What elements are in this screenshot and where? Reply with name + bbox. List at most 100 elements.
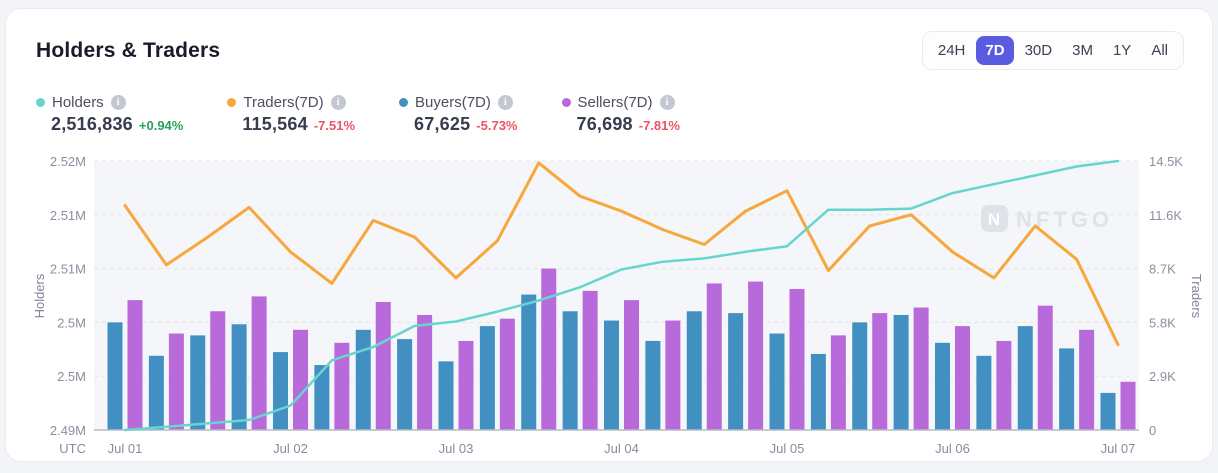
time-range-button-30d[interactable]: 30D <box>1016 36 1062 65</box>
sellers-bar[interactable] <box>499 318 515 430</box>
sellers-bar[interactable] <box>293 329 308 430</box>
buyers-bar[interactable] <box>976 355 992 430</box>
right-axis-tick: 11.6K <box>1149 208 1182 223</box>
buyers-bar[interactable] <box>893 314 909 430</box>
left-axis-tick: 2.51M <box>50 208 86 223</box>
sellers-bar[interactable] <box>251 296 267 430</box>
x-axis-label: Jul 05 <box>770 441 805 456</box>
buyers-bar[interactable] <box>273 352 288 430</box>
legend: Holders i 2,516,836 +0.94% Traders(7D) i 115,5… <box>36 94 680 135</box>
left-axis-tick: 2.5M <box>57 369 86 384</box>
legend-item: Buyers(7D) i 67,625 -5.73% <box>399 94 518 135</box>
buyers-bar[interactable] <box>1059 348 1075 430</box>
buyers-bar[interactable] <box>397 339 413 430</box>
buyers-bar[interactable] <box>604 320 619 430</box>
legend-label: Holders <box>52 94 104 111</box>
time-range-group: 24H 7D 30D 3M 1Y All <box>921 31 1184 70</box>
x-axis-label: Jul 06 <box>935 441 970 456</box>
traders-line[interactable] <box>123 161 1120 347</box>
legend-change: +0.94% <box>138 118 184 133</box>
time-range-button-1y[interactable]: 1Y <box>1104 36 1140 65</box>
right-axis-tick: 2.9K <box>1149 369 1176 384</box>
sellers-bar[interactable] <box>541 268 557 430</box>
buyers-bar[interactable] <box>107 322 123 430</box>
sellers-bar[interactable] <box>955 326 970 430</box>
sellers-bar[interactable] <box>1037 305 1053 430</box>
buyers-bar[interactable] <box>355 329 371 430</box>
legend-change: -5.73% <box>476 118 518 133</box>
sellers-bar[interactable] <box>996 340 1012 430</box>
left-axis-tick: 2.5M <box>57 315 86 330</box>
time-range-button-all[interactable]: All <box>1142 36 1177 65</box>
info-icon[interactable]: i <box>497 95 513 110</box>
sellers-bar[interactable] <box>830 335 846 430</box>
buyers-bar[interactable] <box>645 340 661 430</box>
buyers-bar[interactable] <box>562 311 578 430</box>
legend-label: Buyers(7D) <box>415 94 491 111</box>
holders-line[interactable] <box>123 159 1120 432</box>
holders-traders-chart[interactable]: 2.49M 0 2.5M 2.9K 2.5M 5.8K 2.51M 8.7K 2.51M 11.6… <box>6 149 1214 461</box>
legend-value: 115,564 <box>242 114 308 134</box>
left-axis-title: Holders <box>32 273 47 318</box>
info-icon[interactable]: i <box>110 95 126 110</box>
buyers-bar[interactable] <box>479 326 495 430</box>
utc-label: UTC <box>59 441 86 456</box>
time-range-button-24h[interactable]: 24H <box>929 36 975 65</box>
buyers-bar[interactable] <box>1017 326 1033 430</box>
right-axis-title: Traders <box>1189 274 1204 319</box>
buyers-bar[interactable] <box>190 335 206 430</box>
sellers-bar[interactable] <box>913 307 929 430</box>
legend-item: Holders i 2,516,836 +0.94% <box>36 94 183 135</box>
buyers-bar[interactable] <box>314 365 330 430</box>
right-axis-tick: 5.8K <box>1149 315 1176 330</box>
legend-item: Sellers(7D) i 76,698 -7.81% <box>561 94 680 135</box>
buyers-bar[interactable] <box>438 361 454 430</box>
legend-dot <box>36 98 45 107</box>
sellers-bar[interactable] <box>375 301 391 430</box>
sellers-bar[interactable] <box>334 342 350 430</box>
sellers-bar[interactable] <box>210 311 226 430</box>
sellers-bar[interactable] <box>748 281 764 430</box>
sellers-bar[interactable] <box>706 283 722 430</box>
nftgo-watermark: N NFTGO <box>981 205 1113 232</box>
buyers-bar[interactable] <box>686 311 702 430</box>
right-axis-tick: 0 <box>1149 423 1156 438</box>
sellers-bar[interactable] <box>582 290 598 430</box>
sellers-bar[interactable] <box>872 313 888 430</box>
left-axis-tick: 2.52M <box>50 154 86 169</box>
sellers-bar[interactable] <box>1120 381 1136 430</box>
buyers-bar[interactable] <box>1100 392 1116 430</box>
x-axis-label: Jul 03 <box>439 441 474 456</box>
legend-change: -7.51% <box>313 118 356 133</box>
chart-svg: 2.49M 0 2.5M 2.9K 2.5M 5.8K 2.51M 8.7K 2.51M 11.6… <box>32 154 1204 456</box>
sellers-bar[interactable] <box>624 300 639 430</box>
sellers-bar[interactable] <box>127 300 143 430</box>
nftgo-watermark-text: NFTGO <box>1016 207 1113 232</box>
left-axis-tick: 2.51M <box>50 262 86 277</box>
legend-label: Traders(7D) <box>243 94 324 111</box>
x-axis-label: Jul 04 <box>604 441 639 456</box>
sellers-bar[interactable] <box>458 340 474 430</box>
sellers-bar[interactable] <box>417 314 433 430</box>
buyers-bar[interactable] <box>231 324 247 430</box>
legend-dot <box>399 98 409 107</box>
sellers-bar[interactable] <box>168 333 184 430</box>
buyers-bar[interactable] <box>521 294 537 430</box>
sellers-bar[interactable] <box>1079 329 1095 430</box>
sellers-bar[interactable] <box>789 289 805 430</box>
buyers-bar[interactable] <box>728 313 744 430</box>
info-icon[interactable]: i <box>330 95 346 110</box>
time-range-button-7d[interactable]: 7D <box>976 36 1014 65</box>
info-icon[interactable]: i <box>659 95 675 110</box>
nftgo-logo-icon <box>981 205 1008 232</box>
sellers-bar[interactable] <box>665 320 681 430</box>
nftgo-logo-letter: N <box>988 210 1000 229</box>
time-range-button-3m[interactable]: 3M <box>1063 36 1102 65</box>
buyers-bar[interactable] <box>935 342 950 430</box>
buyers-bar[interactable] <box>852 322 868 430</box>
page-title: Holders & Traders <box>36 39 221 62</box>
buyers-bar[interactable] <box>148 355 164 430</box>
buyers-bar[interactable] <box>769 333 785 430</box>
x-axis-label: Jul 02 <box>273 441 308 456</box>
buyers-bar[interactable] <box>810 353 826 430</box>
